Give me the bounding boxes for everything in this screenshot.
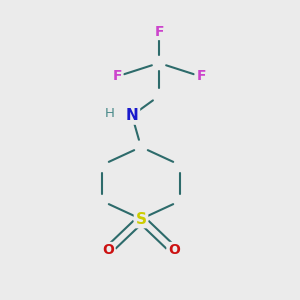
Text: O: O: [102, 244, 114, 257]
Text: S: S: [136, 212, 146, 226]
Text: F: F: [112, 70, 122, 83]
Text: H: H: [105, 106, 114, 120]
Text: N: N: [126, 108, 138, 123]
Text: F: F: [196, 70, 206, 83]
Text: F: F: [154, 25, 164, 38]
Text: O: O: [168, 244, 180, 257]
